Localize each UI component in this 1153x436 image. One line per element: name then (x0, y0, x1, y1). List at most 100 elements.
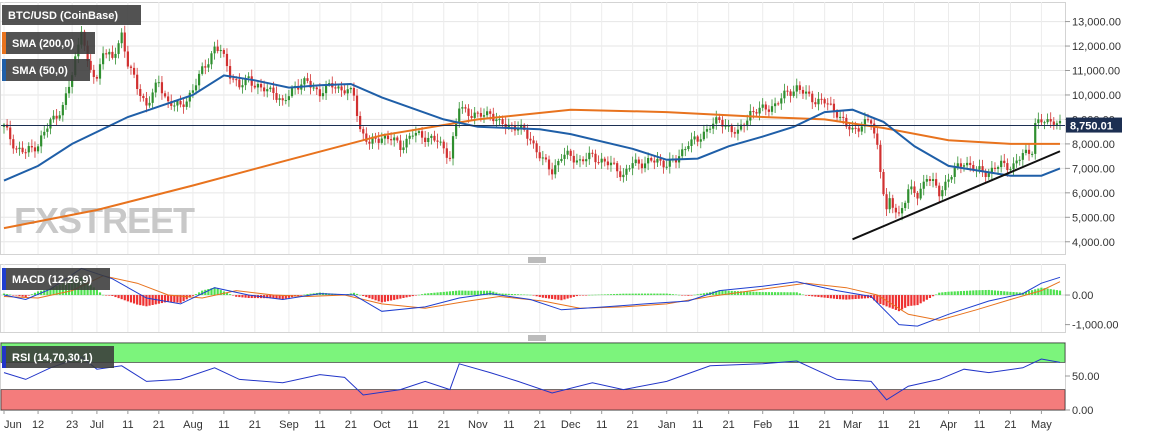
macd-histogram-bar (300, 295, 303, 296)
macd-histogram-bar (631, 293, 634, 296)
candle-body (987, 173, 990, 177)
legend-sma200[interactable]: SMA (200,0) (2, 32, 95, 54)
y-tick-label: 7,000.00 (1072, 163, 1115, 175)
macd-histogram-bar (938, 292, 941, 296)
macd-histogram-bar (424, 293, 427, 296)
macd-histogram-bar (470, 290, 473, 296)
candle-body (811, 93, 814, 103)
support-trendline (852, 150, 1061, 241)
macd-histogram-bar (365, 295, 368, 298)
candle-body (399, 140, 402, 150)
candle-body (241, 85, 244, 88)
candle-body (715, 117, 718, 124)
candle-body (154, 82, 157, 93)
candle-body (1027, 149, 1031, 154)
macd-resize-handle[interactable] (528, 257, 546, 263)
candle-body (306, 78, 309, 81)
macd-histogram-bar (715, 291, 718, 296)
macd-histogram-bar (761, 292, 764, 296)
candle-body (882, 171, 885, 195)
macd-histogram-bar (575, 295, 579, 297)
macd-histogram-bar (594, 294, 597, 296)
candle-body (910, 186, 913, 190)
macd-histogram-bar (55, 286, 58, 296)
candle-body (718, 117, 721, 121)
macd-histogram-bar (359, 294, 362, 296)
legend-macd[interactable]: MACD (12,26,9) (2, 268, 110, 290)
candle-body (365, 133, 368, 142)
macd-histogram-bar (860, 295, 863, 299)
candle-body (647, 157, 650, 164)
macd-histogram-bar (21, 295, 24, 297)
legend-sma50[interactable]: SMA (50,0) (2, 59, 90, 81)
candle-body (687, 145, 690, 150)
macd-histogram-bar (9, 294, 12, 296)
macd-histogram-bar (1003, 291, 1006, 296)
macd-histogram-bar (823, 295, 826, 298)
candle-body (123, 32, 126, 52)
macd-histogram-bar (873, 295, 876, 301)
y-tick-label: 5,000.00 (1072, 212, 1115, 224)
macd-histogram-bar (653, 293, 656, 296)
macd-histogram-bar (281, 295, 284, 300)
x-tick-label: Aug (183, 419, 203, 431)
macd-histogram-bar (1031, 290, 1034, 296)
macd-histogram-bar (931, 295, 935, 297)
candle-body (157, 82, 160, 84)
macd-histogram-bar (687, 295, 690, 296)
candle-body (758, 107, 761, 114)
candle-body (501, 119, 504, 124)
macd-histogram-bar (2, 293, 6, 296)
macd-histogram-bar (696, 294, 699, 296)
macd-histogram-bar (92, 287, 95, 296)
candle-body (1006, 163, 1009, 171)
candle-body (256, 83, 260, 88)
candle-body (111, 51, 114, 58)
candle-body (538, 152, 541, 159)
candle-body (470, 116, 473, 118)
legend-rsi[interactable]: RSI (14,70,30,1) (2, 346, 114, 368)
candle-body (163, 93, 167, 97)
macd-histogram-bar (303, 294, 306, 296)
macd-histogram-bar (160, 295, 164, 304)
candle-body (736, 129, 740, 134)
candle-body (854, 127, 857, 129)
legend-instrument[interactable]: BTC/USD (CoinBase) (2, 5, 141, 25)
macd-histogram-bar (913, 295, 916, 306)
candle-body (238, 79, 241, 88)
macd-histogram-bar (132, 295, 136, 304)
macd-histogram-bar (219, 290, 222, 296)
candle-body (89, 60, 92, 70)
candle-body (225, 53, 229, 67)
candle-body (117, 43, 120, 54)
candle-body (668, 159, 671, 167)
macd-histogram-bar (393, 295, 396, 300)
macd-histogram-bar (380, 295, 383, 303)
candle-body (105, 53, 108, 55)
rsi-resize-handle[interactable] (528, 335, 546, 341)
candle-body (377, 138, 380, 143)
x-tick-label: Apr (940, 419, 957, 431)
candle-body (950, 176, 953, 180)
macd-histogram-bar (755, 291, 758, 296)
candle-body (962, 165, 966, 167)
candle-body (303, 78, 306, 85)
candle-body (101, 53, 105, 65)
candle-body (489, 111, 492, 114)
candle-body (541, 157, 544, 159)
y-tick-label: 0.00 (1072, 290, 1093, 302)
macd-histogram-bar (959, 291, 963, 296)
macd-histogram-bar (814, 295, 817, 297)
candle-body (724, 125, 727, 127)
macd-histogram-bar (826, 295, 829, 298)
macd-histogram-bar (560, 295, 563, 301)
x-tick-label: 21 (819, 419, 831, 431)
macd-histogram-bar (674, 294, 678, 296)
x-tick-label: 21 (438, 419, 450, 431)
macd-histogram-bar (1058, 290, 1062, 296)
candle-body (712, 123, 715, 129)
x-tick-label: May (1031, 419, 1052, 431)
macd-histogram-bar (182, 295, 185, 302)
macd-histogram-bar (532, 295, 535, 296)
candle-body (414, 132, 417, 136)
